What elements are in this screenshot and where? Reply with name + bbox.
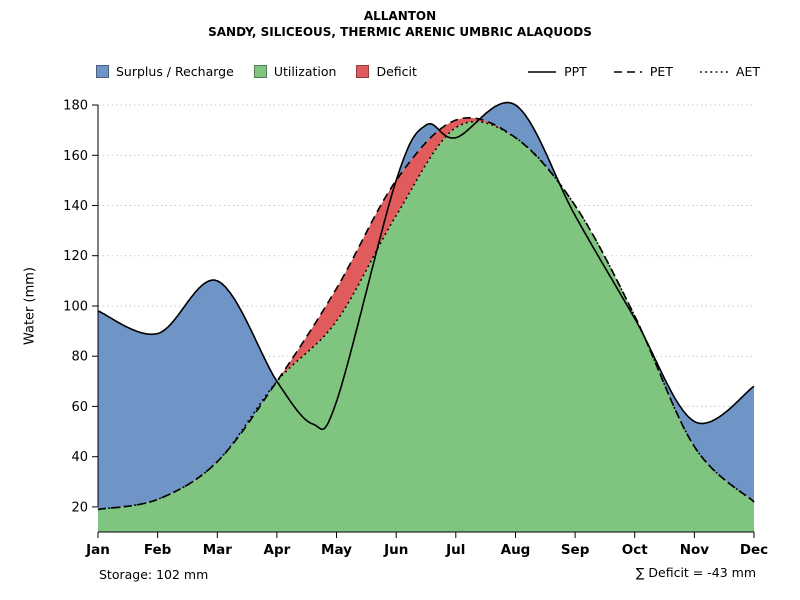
y-tick-label: 180 <box>63 99 88 114</box>
chart-title: ALLANTON <box>363 9 437 23</box>
legend-label: Utilization <box>273 64 337 79</box>
x-tick-label: Dec <box>740 542 768 558</box>
y-axis-label: Water (mm) <box>22 266 38 346</box>
x-tick-label: Feb <box>144 542 172 558</box>
y-tick-label: 60 <box>71 400 88 415</box>
chart-subtitle: SANDY, SILICEOUS, THERMIC ARENIC UMBRIC … <box>208 25 592 39</box>
legend-swatch-utilization <box>253 65 267 78</box>
utilization-area <box>98 121 754 532</box>
legend-item-ppt: PPT <box>527 64 587 79</box>
chart-legend: Surplus / Recharge Utilization Deficit PPT P… <box>96 64 760 79</box>
y-tick-label: 40 <box>71 450 88 465</box>
y-tick-label: 100 <box>63 300 88 315</box>
legend-item-surplus-recharge: Surplus / Recharge <box>96 64 234 79</box>
y-tick-label: 20 <box>71 500 88 515</box>
y-tick-label: 160 <box>63 149 88 164</box>
x-tick-label: May <box>321 542 352 558</box>
legend-label: AET <box>735 64 760 79</box>
legend-line-sample-ppt <box>528 70 557 73</box>
y-tick-label: 80 <box>71 350 88 365</box>
y-tick-label: 140 <box>63 199 88 214</box>
legend-item-deficit: Deficit <box>356 64 417 79</box>
legend-item-utilization: Utilization <box>253 64 337 79</box>
legend-label: Deficit <box>376 64 417 79</box>
x-tick-label: Jun <box>383 542 408 558</box>
ppt-line <box>97 101 755 431</box>
x-tick-label: Oct <box>622 542 648 558</box>
legend-label: PET <box>649 64 673 79</box>
legend-label: Surplus / Recharge <box>116 64 234 79</box>
legend-swatch-surplus-recharge <box>96 65 109 78</box>
x-tick-label: Mar <box>203 542 233 558</box>
x-tick-label: Sep <box>561 542 590 558</box>
x-tick-label: Aug <box>501 542 531 558</box>
legend-line-sample-pet <box>613 70 642 73</box>
legend-line-sample-aet <box>699 70 728 73</box>
surplus-area <box>98 102 754 510</box>
x-tick-label: Nov <box>680 542 710 558</box>
x-tick-label: Apr <box>264 542 291 558</box>
legend-label: PPT <box>564 64 587 79</box>
pet-line <box>97 117 755 511</box>
legend-item-pet: PET <box>613 64 673 79</box>
legend-item-aet: AET <box>699 64 760 79</box>
x-tick-label: Jan <box>85 542 110 558</box>
deficit-annotation: ∑ Deficit = -43 mm <box>636 565 756 580</box>
x-tick-label: Jul <box>445 542 465 558</box>
y-tick-label: 120 <box>63 249 88 264</box>
storage-annotation: Storage: 102 mm <box>99 567 209 582</box>
legend-swatch-deficit <box>356 65 370 78</box>
